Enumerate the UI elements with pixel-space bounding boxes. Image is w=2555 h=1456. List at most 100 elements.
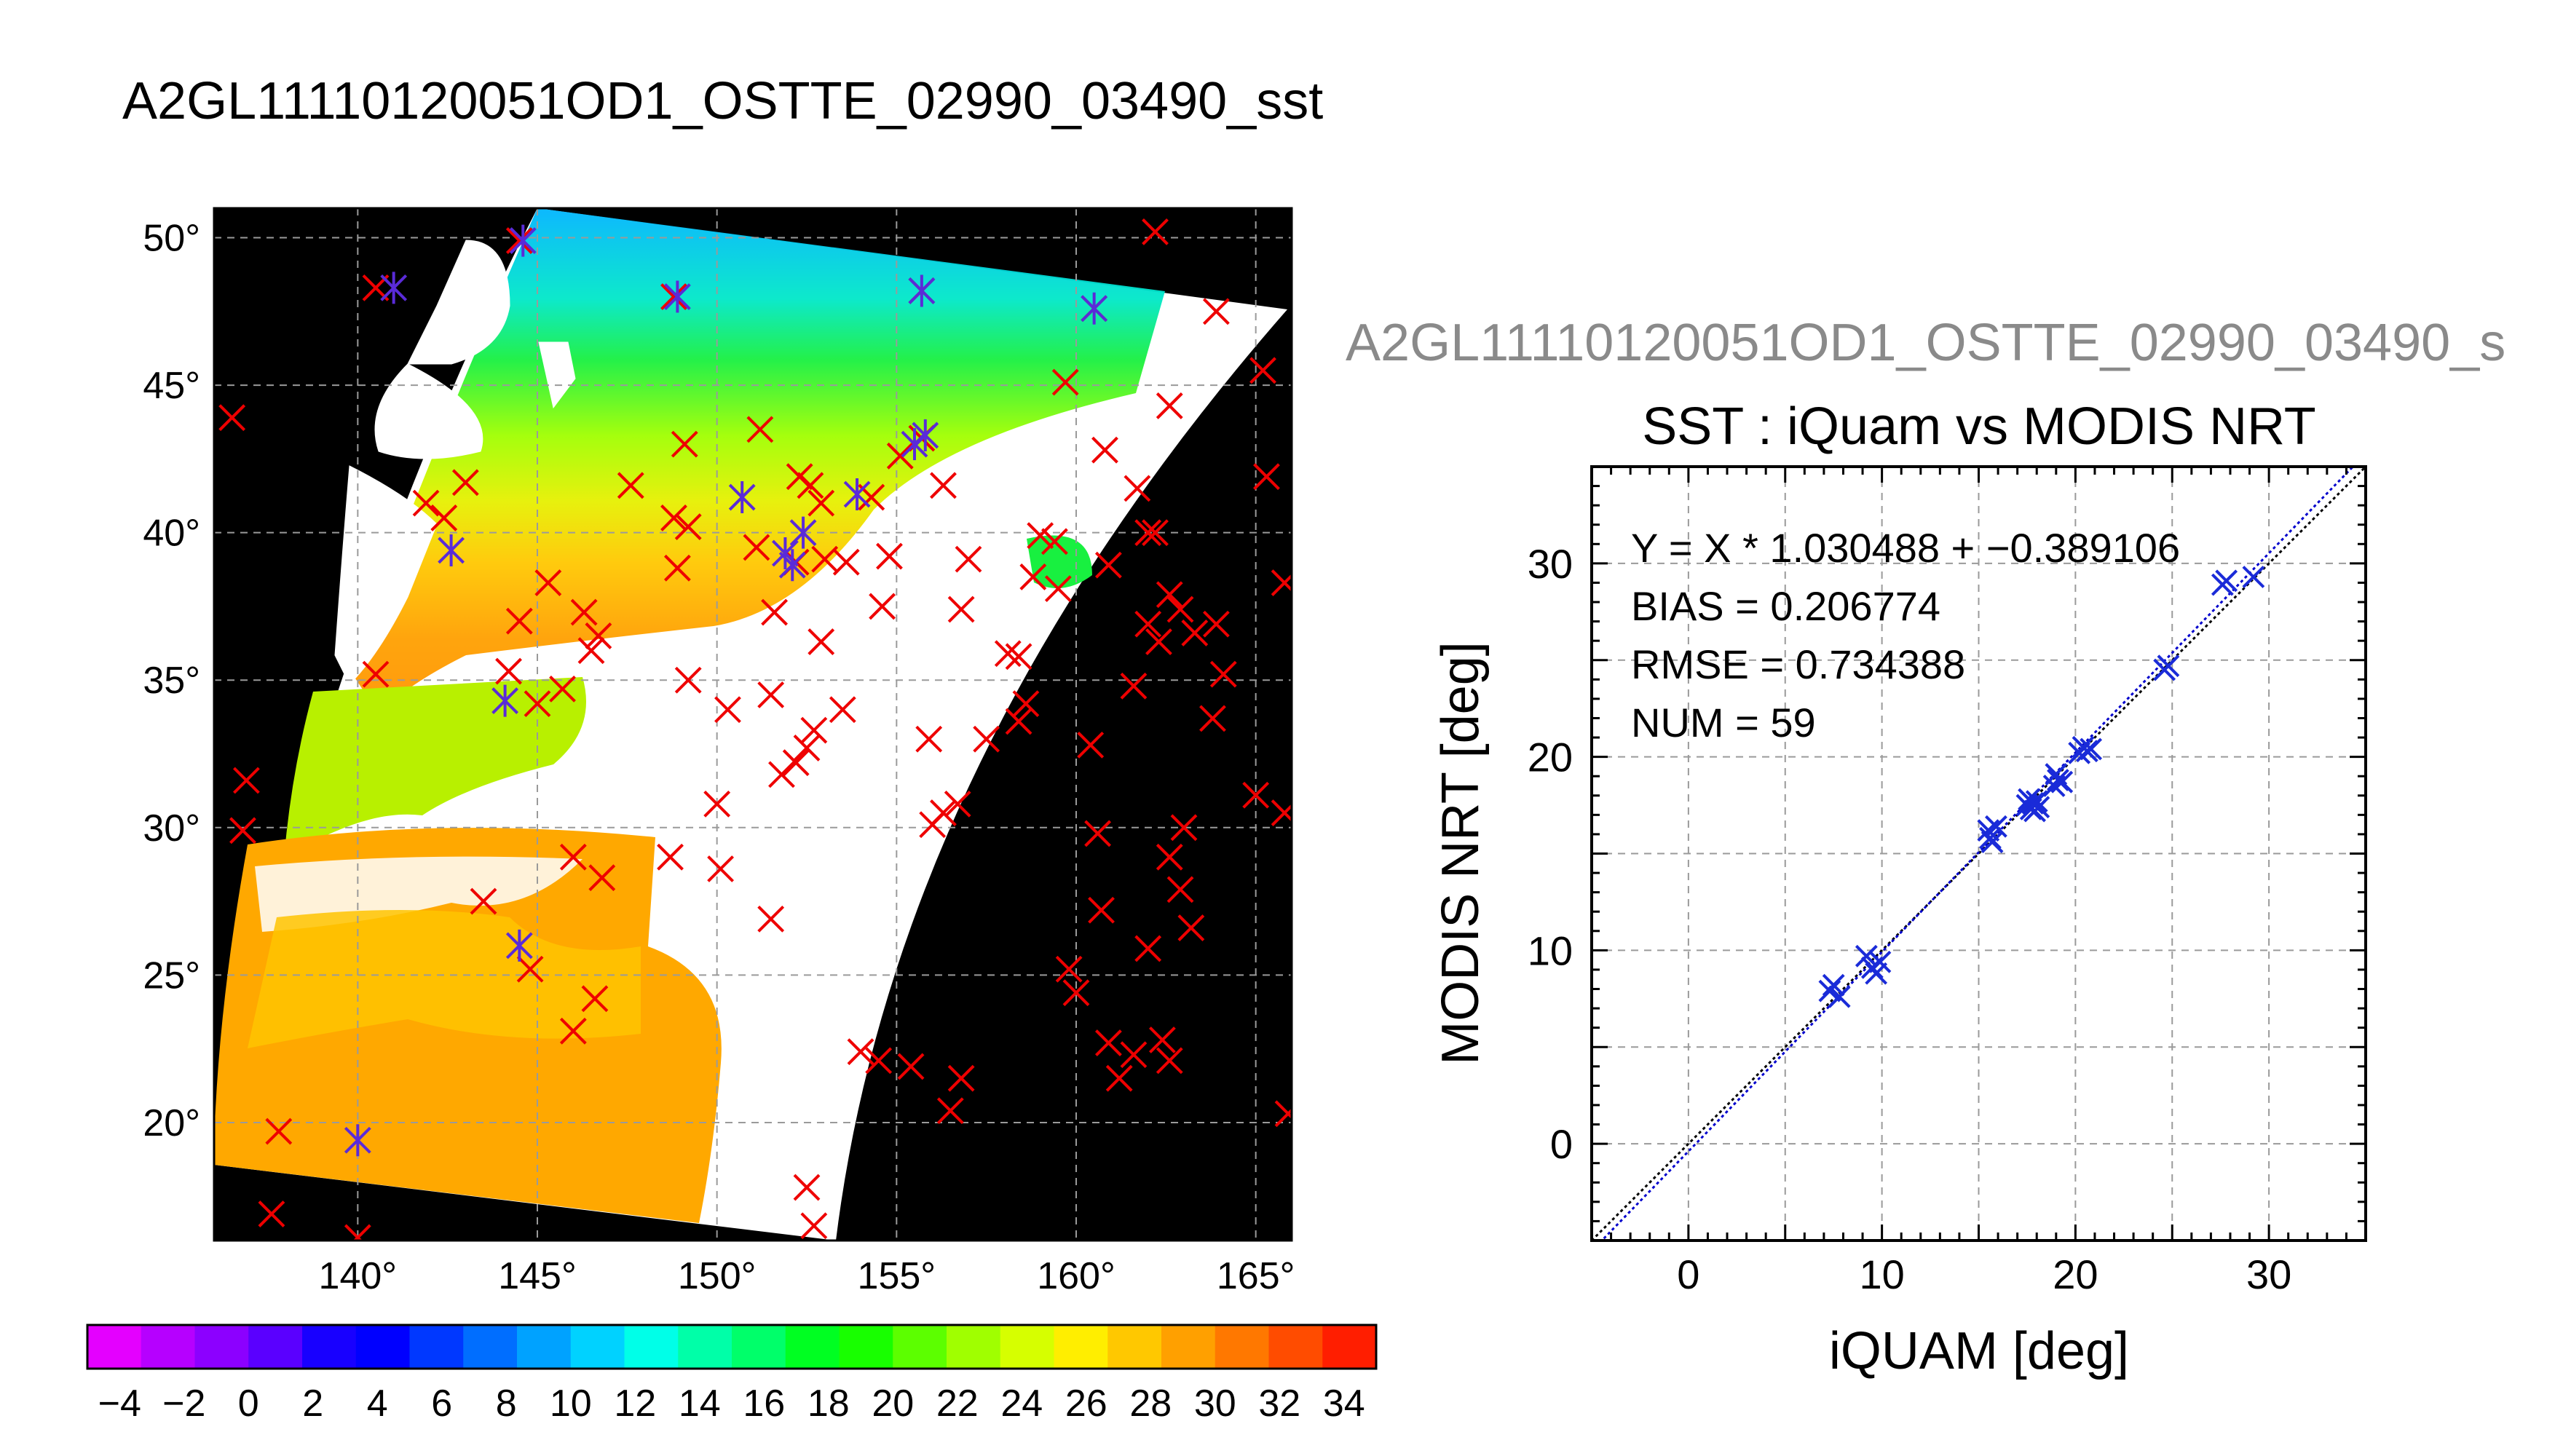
one-to-one-line: [1592, 467, 2366, 1241]
colorbar-tick-label: 0: [238, 1382, 259, 1425]
buoy-marker: [1271, 569, 1292, 596]
buoy-marker: [807, 489, 835, 517]
buoy-marker: [505, 227, 533, 254]
map-lat-tick-label: 20°: [143, 1102, 200, 1144]
buoy-marker: [559, 1017, 587, 1045]
colorbar-segment: [1322, 1325, 1377, 1369]
x-tick-label: 20: [2053, 1251, 2098, 1297]
buoy-marker: [524, 690, 551, 718]
scatter-grid: [1592, 467, 2366, 1241]
buoy-marker: [1202, 610, 1230, 638]
buoy-marker: [1202, 298, 1230, 325]
colorbar-tick-label: 32: [1258, 1382, 1300, 1425]
buoy-marker: [617, 472, 644, 499]
buoy-marker: [1120, 672, 1148, 700]
scatter-points: [1818, 566, 2265, 1008]
buoy-marker: [1134, 935, 1162, 962]
buoy-marker: [1124, 475, 1151, 502]
buoy-marker: [581, 985, 609, 1013]
y-tick-label: 30: [1528, 541, 1573, 587]
buoy-marker: [1051, 368, 1079, 396]
colorbar-tick-labels: −4 −2 0 2 4 6 8 10 12 14 16 18 20 22 24 26 28 30 32 34: [98, 1382, 1365, 1425]
buoy-marker: [1005, 643, 1032, 670]
map-lon-tick-label: 150°: [678, 1255, 757, 1297]
colorbar-segment: [1268, 1325, 1323, 1369]
buoy-marker: [1091, 436, 1118, 464]
buoy-marker: [807, 628, 835, 655]
buoy-marker: [757, 681, 785, 708]
colorbar-segment: [785, 1325, 840, 1369]
buoy-marker: [430, 504, 458, 531]
y-tick-label: 20: [1528, 735, 1573, 780]
buoy-marker: [886, 442, 914, 470]
buoy-marker: [570, 598, 598, 626]
buoy-marker: [218, 404, 246, 432]
colorbar-segments: [87, 1325, 1377, 1369]
buoy-marker: [674, 513, 702, 540]
buoy-marker: [1105, 1064, 1133, 1092]
buoy-marker: [1170, 814, 1198, 842]
buoy-marker: [663, 554, 691, 582]
scatter-point: [2215, 569, 2238, 593]
matched-buoy-marker: [509, 224, 537, 257]
buoy-marker: [674, 666, 702, 694]
colorbar-segment: [302, 1325, 357, 1369]
buoy-marker: [534, 569, 562, 596]
buoy-marker: [829, 696, 856, 724]
buoy-marker: [362, 660, 390, 688]
colorbar-tick-label: 30: [1194, 1382, 1236, 1425]
matched-buoy-marker: [912, 419, 939, 451]
buoy-marker: [265, 1117, 293, 1145]
map-lon-tick-label: 140°: [319, 1255, 398, 1297]
colorbar-tick-label: 2: [302, 1382, 323, 1425]
matched-buoy-marker: [843, 478, 871, 510]
colorbar-segment: [355, 1325, 410, 1369]
scatter-point: [1985, 815, 2007, 838]
buoy-marker: [1040, 528, 1068, 555]
buoy-marker: [1271, 799, 1292, 826]
sst-east-patch: [1027, 535, 1092, 588]
buoy-marker: [1027, 522, 1054, 550]
buoy-marker: [1177, 914, 1205, 941]
map-lat-tick-label: 45°: [143, 365, 200, 407]
buoy-marker: [1120, 1041, 1148, 1069]
buoy-marker: [1142, 218, 1169, 245]
buoy-marker: [1166, 876, 1194, 903]
colorbar-segment: [678, 1325, 732, 1369]
buoy-marker: [973, 725, 1000, 753]
matched-buoy-marker: [491, 684, 519, 717]
matched-buoy-marker: [505, 929, 533, 962]
buoy-marker: [800, 1212, 828, 1240]
buoy-marker: [947, 1064, 975, 1092]
colorbar-segment: [409, 1325, 464, 1369]
buoy-marker: [1209, 660, 1237, 688]
colorbar-segment: [570, 1325, 625, 1369]
map-markers: [218, 218, 1292, 1241]
regression-equation: Y = X * 1.030488 + −0.389106: [1631, 525, 2180, 571]
main-title: A2GL11110120051OD1_OSTTE_02990_03490_sst: [122, 72, 1324, 130]
buoy-marker: [1242, 781, 1270, 809]
buoy-marker: [703, 790, 731, 818]
buoy-marker: [344, 1224, 371, 1241]
colorbar-segment: [1000, 1325, 1054, 1369]
matched-buoy-marker: [438, 534, 465, 566]
colorbar-segment: [1215, 1325, 1269, 1369]
buoy-marker: [944, 790, 971, 818]
matched-buoy-marker: [380, 272, 408, 304]
buoy-marker: [782, 749, 810, 777]
colorbar-segment: [624, 1325, 679, 1369]
buoy-marker: [1142, 519, 1169, 547]
buoy-marker: [470, 887, 497, 915]
colorbar-tick-label: 20: [872, 1382, 914, 1425]
buoy-marker: [761, 598, 789, 626]
colorbar-tick-label: 12: [614, 1382, 656, 1425]
buoy-marker: [1094, 1029, 1122, 1056]
buoy-marker: [897, 1053, 925, 1080]
buoy-marker: [657, 843, 684, 871]
scatter-point: [1868, 950, 1892, 973]
colorbar-segment: [947, 1325, 1001, 1369]
buoy-marker: [1249, 357, 1276, 384]
colorbar-tick-label: 22: [936, 1382, 979, 1425]
buoy-marker: [1134, 610, 1162, 638]
buoy-marker: [707, 855, 735, 882]
